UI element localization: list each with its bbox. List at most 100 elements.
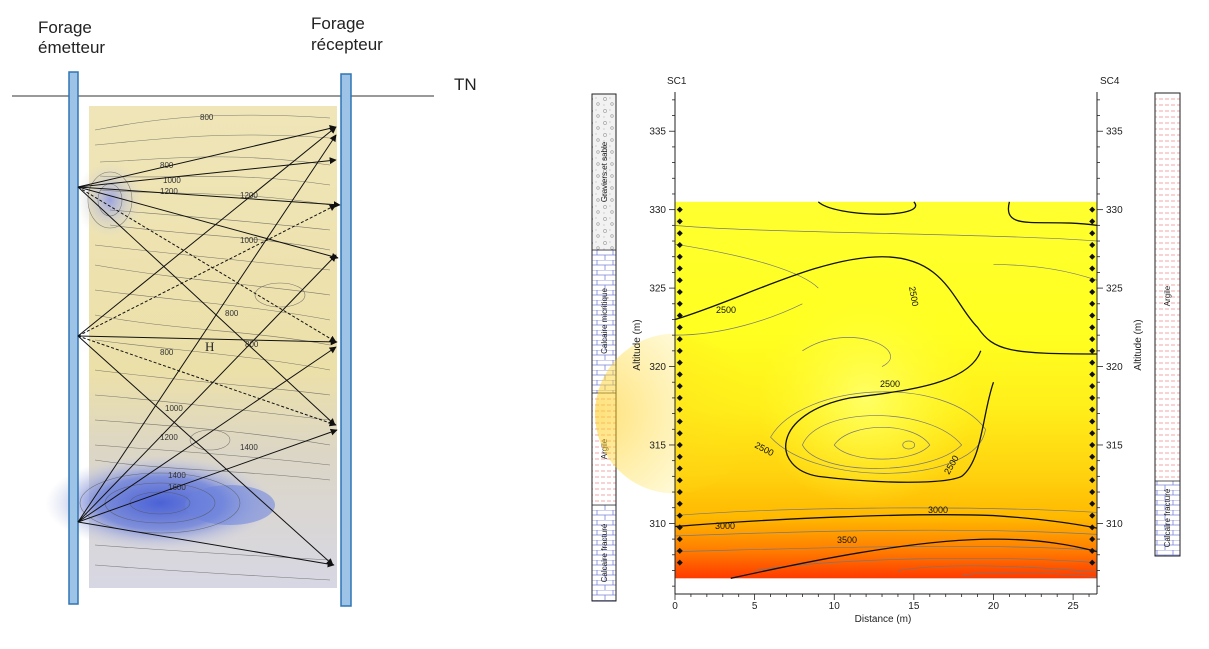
sensor-marker — [1089, 465, 1096, 472]
y-axis-title-left: Altitude (m) — [632, 319, 643, 370]
sensor-marker — [676, 300, 683, 307]
sensor-marker — [1089, 441, 1096, 448]
contour-label: 800 — [160, 348, 174, 357]
sensor-marker — [676, 265, 683, 272]
sensor-marker — [676, 430, 683, 437]
sensor-marker — [1089, 536, 1096, 543]
contour-line-minor — [674, 545, 1098, 552]
ray-arrow — [77, 428, 338, 523]
ray-arrow — [77, 186, 341, 209]
y-axis-title-right: Altitude (m) — [1133, 319, 1144, 370]
sensor-marker — [676, 253, 683, 260]
contour-line-minor — [902, 440, 916, 450]
ray-arrow — [77, 126, 337, 337]
contour-label: 3000 — [928, 505, 948, 515]
sensor-marker — [1089, 547, 1096, 554]
sensor-marker — [1089, 559, 1096, 566]
sensor-marker — [676, 289, 683, 296]
contour-label: 1000 — [165, 404, 183, 413]
contour-label: 1200 — [160, 433, 178, 442]
sensor-marker — [1089, 253, 1096, 260]
sensor-marker — [1089, 206, 1096, 213]
sensor-marker — [1089, 218, 1096, 225]
velocity-contours — [674, 201, 1098, 579]
sensor-marker — [1089, 265, 1096, 272]
sensor-marker — [1089, 418, 1096, 425]
ray-arrow — [77, 157, 337, 188]
x-tick-label: 5 — [752, 601, 758, 612]
contour-line-minor — [961, 571, 1098, 578]
ray-arrow — [77, 335, 337, 427]
contour-line-major — [674, 256, 1098, 355]
contour-label: 2500 — [880, 379, 900, 389]
contour-line-minor — [674, 224, 1098, 242]
sensor-marker — [1089, 524, 1096, 531]
contour-line-minor — [897, 565, 1098, 573]
sensor-marker — [676, 218, 683, 225]
contour-label: 1000 — [240, 236, 258, 245]
sensor-marker — [676, 524, 683, 531]
sensor-marker — [1089, 500, 1096, 507]
sensor-marker — [1089, 312, 1096, 319]
ray-arrow — [77, 186, 339, 260]
sensor-marker — [676, 500, 683, 507]
y-tick-label-left: 330 — [649, 205, 666, 216]
sensor-marker — [676, 277, 683, 284]
sensor-marker — [1089, 359, 1096, 366]
contour-line-major — [674, 514, 1098, 529]
sensor-marker — [676, 394, 683, 401]
receiver-label-line1: Forage — [311, 14, 365, 33]
contour-label: 1400 — [240, 443, 258, 452]
contour-label: 3000 — [715, 521, 735, 531]
sensor-marker — [1089, 371, 1096, 378]
sensor-marker — [676, 383, 683, 390]
contour-line-minor — [674, 529, 1098, 537]
sensor-marker — [676, 559, 683, 566]
y-tick-label-right: 315 — [1106, 440, 1123, 451]
x-tick-label: 25 — [1068, 601, 1080, 612]
sensor-marker — [1089, 241, 1096, 248]
sensor-markers — [676, 206, 1096, 566]
contour-label: 800 — [225, 309, 239, 318]
contour-line-major — [785, 350, 995, 483]
sensor-marker — [676, 536, 683, 543]
sensor-marker — [1089, 347, 1096, 354]
emitter-label-line1: Forage — [38, 18, 92, 37]
contour-line-minor — [833, 427, 931, 460]
log-unit-fractured-limestone — [592, 505, 616, 601]
log-label-fractured-limestone: Calcaire fracturé — [600, 523, 609, 582]
y-tick-label-left: 325 — [649, 284, 666, 295]
chart-axes: 310 310 315 315 320 320 325 325 330 330 335 335 0 5 10… — [649, 92, 1123, 612]
sensor-marker — [676, 230, 683, 237]
sensor-marker — [1089, 300, 1096, 307]
sensor-marker — [1089, 453, 1096, 460]
receiver-borehole — [340, 73, 352, 607]
sensor-marker — [676, 477, 683, 484]
sensor-marker — [1089, 383, 1096, 390]
contour-label: 1400 — [168, 471, 186, 480]
contour-label: 800 — [200, 113, 214, 122]
sensor-marker — [676, 406, 683, 413]
sensor-marker — [1089, 512, 1096, 519]
y-tick-label-left: 310 — [649, 519, 666, 530]
log-label-micritic-limestone: Calcaire micritique — [600, 288, 609, 354]
contour-label: 2500 — [716, 305, 736, 315]
log-label-gravel: Graviers et sable — [600, 141, 609, 202]
contour-line-minor — [802, 415, 963, 469]
contour-line-major — [817, 201, 917, 215]
sensor-marker — [676, 312, 683, 319]
sensor-marker — [1089, 477, 1096, 484]
x-tick-label: 15 — [908, 601, 920, 612]
contour-line-major — [730, 538, 1098, 579]
ground-level-label: TN — [454, 75, 477, 94]
sensor-marker — [676, 206, 683, 213]
y-tick-label-right: 335 — [1106, 127, 1123, 138]
contour-label: 800 — [160, 161, 174, 170]
sensor-marker — [676, 336, 683, 343]
log-unit-gravel — [592, 94, 616, 250]
x-axis-title: Distance (m) — [855, 614, 912, 625]
y-tick-label-right: 320 — [1106, 362, 1123, 373]
sensor-marker — [1089, 394, 1096, 401]
tomogram-contour-labels: 800 800 1000 1200 1200 1000 800 800 800 … — [160, 113, 259, 492]
